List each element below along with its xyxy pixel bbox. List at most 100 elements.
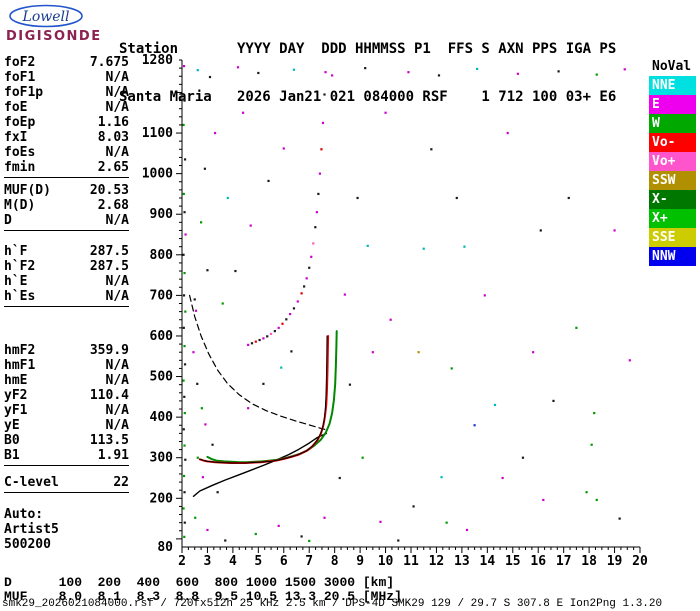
param-value: 2.68: [97, 198, 129, 213]
param-hes: h`Es N/A: [4, 289, 129, 304]
svg-text:500: 500: [150, 370, 174, 385]
legend-item-nne: NNE: [649, 76, 696, 95]
param-label: B0: [4, 433, 20, 448]
param-label: foF1: [4, 70, 36, 85]
param-hme: hmE N/A: [4, 373, 129, 388]
param-md: M(D) 2.68: [4, 198, 129, 213]
svg-text:80: 80: [157, 540, 173, 555]
param-label: C-level: [4, 475, 59, 490]
svg-text:600: 600: [150, 329, 174, 344]
auto-line: Artist5: [4, 522, 59, 537]
legend-item-x-: X+: [649, 209, 696, 228]
param-label: yE: [4, 418, 20, 433]
param-group: h`F 287.5 h`F2 287.5 h`E N/A h`Es N/A: [4, 244, 129, 307]
param-label: foEp: [4, 115, 36, 130]
param-value: 22: [113, 475, 129, 490]
param-group: C-level 22: [4, 475, 129, 493]
param-label: hmE: [4, 373, 28, 388]
param-label: h`Es: [4, 289, 36, 304]
param-groups: foF2 7.675 foF1 N/A foF1p N/A foE N/A foEp 1.16 fx…: [4, 55, 129, 493]
param-foe: foE N/A: [4, 100, 129, 115]
svg-text:1000: 1000: [142, 167, 173, 182]
param-b0: B0 113.5: [4, 433, 129, 448]
param-he: h`E N/A: [4, 274, 129, 289]
svg-text:20: 20: [632, 554, 648, 569]
param-label: hmF1: [4, 358, 36, 373]
svg-text:700: 700: [150, 288, 174, 303]
param-value: N/A: [105, 213, 129, 228]
param-label: M(D): [4, 198, 36, 213]
param-hf: h`F 287.5: [4, 244, 129, 259]
svg-text:12: 12: [429, 554, 445, 569]
param-value: N/A: [105, 70, 129, 85]
param-label: yF2: [4, 388, 28, 403]
logo-orbit-ellipse: [9, 4, 83, 28]
param-label: MUF(D): [4, 183, 51, 198]
param-b1: B1 1.91: [4, 448, 129, 463]
auto-block: Auto: Artist5 500200: [4, 507, 129, 552]
param-value: 113.5: [89, 433, 129, 448]
legend-item-sse: SSE: [649, 228, 696, 247]
svg-text:3: 3: [204, 554, 212, 569]
param-value: 287.5: [89, 259, 129, 274]
svg-text:400: 400: [150, 410, 174, 425]
svg-text:10: 10: [378, 554, 394, 569]
param-label: h`F2: [4, 259, 36, 274]
param-ye: yE N/A: [4, 418, 129, 433]
param-value: 110.4: [89, 388, 129, 403]
param-value: 8.03: [97, 130, 129, 145]
param-value: 7.675: [89, 55, 129, 70]
svg-text:8: 8: [331, 554, 339, 569]
svg-text:15: 15: [505, 554, 521, 569]
param-hf2: h`F2 287.5: [4, 259, 129, 274]
svg-text:11: 11: [403, 554, 419, 569]
legend-item-e: E: [649, 95, 696, 114]
svg-text:900: 900: [150, 207, 174, 222]
echo-legend: NoVal NNE E W Vo- Vo+ SSW X- X+ SSE NNW: [649, 57, 696, 266]
param-label: h`F: [4, 244, 28, 259]
svg-text:19: 19: [607, 554, 623, 569]
param-value: N/A: [105, 274, 129, 289]
header-column-titles: Station YYYY DAY DDD HHMMSS P1 FFS S AXN…: [119, 41, 617, 57]
param-value: 359.9: [89, 343, 129, 358]
param-value: N/A: [105, 145, 129, 160]
param-fxi: fxI 8.03: [4, 130, 129, 145]
param-yf1: yF1 N/A: [4, 403, 129, 418]
param-label: foEs: [4, 145, 36, 160]
parameter-panel: foF2 7.675 foF1 N/A foF1p N/A foE N/A foEp 1.16 fx…: [4, 55, 129, 552]
svg-text:5: 5: [254, 554, 262, 569]
svg-text:1280: 1280: [142, 53, 173, 68]
legend-item-vo-: Vo+: [649, 152, 696, 171]
param-value: 1.16: [97, 115, 129, 130]
param-foes: foEs N/A: [4, 145, 129, 160]
auto-line: Auto:: [4, 507, 44, 522]
param-fof2: foF2 7.675: [4, 55, 129, 70]
param-d: D N/A: [4, 213, 129, 228]
param-hmf2: hmF2 359.9: [4, 343, 129, 358]
param-label: h`E: [4, 274, 28, 289]
svg-text:2: 2: [178, 554, 186, 569]
logo-lowell-text: Lowell: [22, 9, 70, 25]
param-group: foF2 7.675 foF1 N/A foF1p N/A foE N/A foEp 1.16 fx…: [4, 55, 129, 178]
param-label: D: [4, 213, 12, 228]
param-value: 20.53: [89, 183, 129, 198]
param-value: N/A: [105, 358, 129, 373]
param-value: N/A: [105, 85, 129, 100]
legend-item-vo-: Vo-: [649, 133, 696, 152]
auto-line: 500200: [4, 537, 51, 552]
legend-item-ssw: SSW: [649, 171, 696, 190]
param-value: N/A: [105, 100, 129, 115]
legend-item-w: W: [649, 114, 696, 133]
param-label: foF1p: [4, 85, 44, 100]
legend-item-nnw: NNW: [649, 247, 696, 266]
logo-digisonde-text: DIGISONDE: [6, 29, 102, 44]
svg-text:7: 7: [305, 554, 313, 569]
param-fof1: foF1 N/A: [4, 70, 129, 85]
svg-text:6: 6: [280, 554, 288, 569]
param-label: fxI: [4, 130, 28, 145]
param-label: foF2: [4, 55, 36, 70]
svg-text:16: 16: [530, 554, 546, 569]
svg-text:14: 14: [480, 554, 496, 569]
param-hmf1: hmF1 N/A: [4, 358, 129, 373]
